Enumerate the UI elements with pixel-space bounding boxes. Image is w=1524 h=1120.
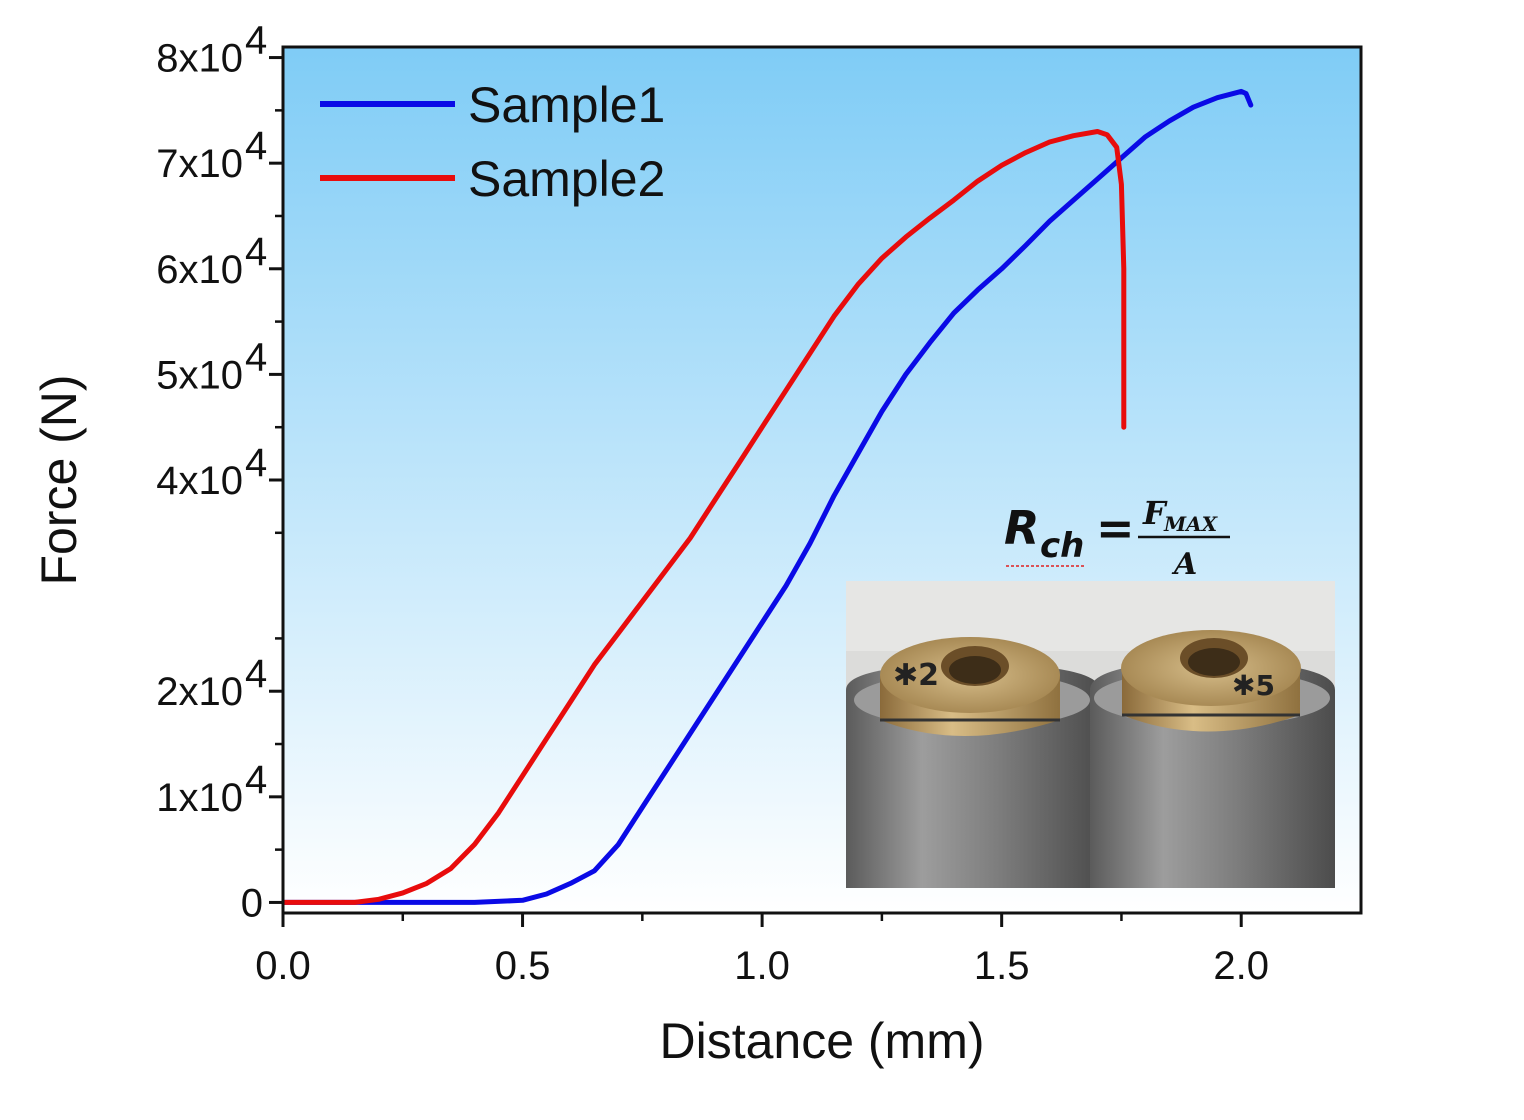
y-tick-label: 7x10 <box>156 142 243 186</box>
y-tick-label: 2x10 <box>156 670 243 714</box>
y-tick-label: 8x10 <box>156 37 243 81</box>
inset-photo: ✱2 ✱5 <box>846 581 1335 888</box>
y-tick-label: 5x10 <box>156 353 243 397</box>
formula-f: F <box>1142 494 1168 532</box>
y-tick-exponent: 4 <box>245 335 267 379</box>
x-tick-label: 0.5 <box>495 944 551 988</box>
formula-f-sub: MAX <box>1163 512 1219 536</box>
formula-equals: = <box>1096 501 1135 555</box>
y-tick-label: 1x10 <box>156 776 243 820</box>
series-line-sample2 <box>283 129 1127 905</box>
y-tick-exponent: 4 <box>245 19 267 63</box>
y-tick-exponent: 4 <box>245 230 267 274</box>
legend-label-sample2: Sample2 <box>468 151 665 207</box>
y-tick-exponent: 4 <box>245 124 267 168</box>
y-tick-label: 4x10 <box>156 459 243 503</box>
formula-r-sub: ch <box>1040 526 1084 566</box>
formula-a: A <box>1171 547 1197 582</box>
x-tick-label: 0.0 <box>255 944 311 988</box>
svg-text:✱5: ✱5 <box>1232 669 1275 702</box>
y-tick-exponent: 4 <box>245 441 267 485</box>
formula-annotation: R ch = F MAX A <box>1004 494 1230 582</box>
y-tick-exponent: 4 <box>245 758 267 802</box>
series-line-sample1 <box>283 88 1254 905</box>
x-tick-label: 1.5 <box>974 944 1030 988</box>
y-tick-label: 6x10 <box>156 248 243 292</box>
legend-label-sample1: Sample1 <box>468 77 665 133</box>
x-tick-label: 1.0 <box>734 944 790 988</box>
series-layer <box>283 88 1254 905</box>
formula-r: R <box>1004 501 1039 555</box>
legend: Sample1 Sample2 <box>320 77 665 207</box>
y-axis-title: Force (N) <box>31 374 87 585</box>
svg-text:✱2: ✱2 <box>893 658 939 693</box>
x-tick-label: 2.0 <box>1213 944 1269 988</box>
y-tick-label: 0 <box>241 881 263 925</box>
x-axis-title: Distance (mm) <box>659 1013 984 1069</box>
y-tick-exponent: 4 <box>245 652 267 696</box>
